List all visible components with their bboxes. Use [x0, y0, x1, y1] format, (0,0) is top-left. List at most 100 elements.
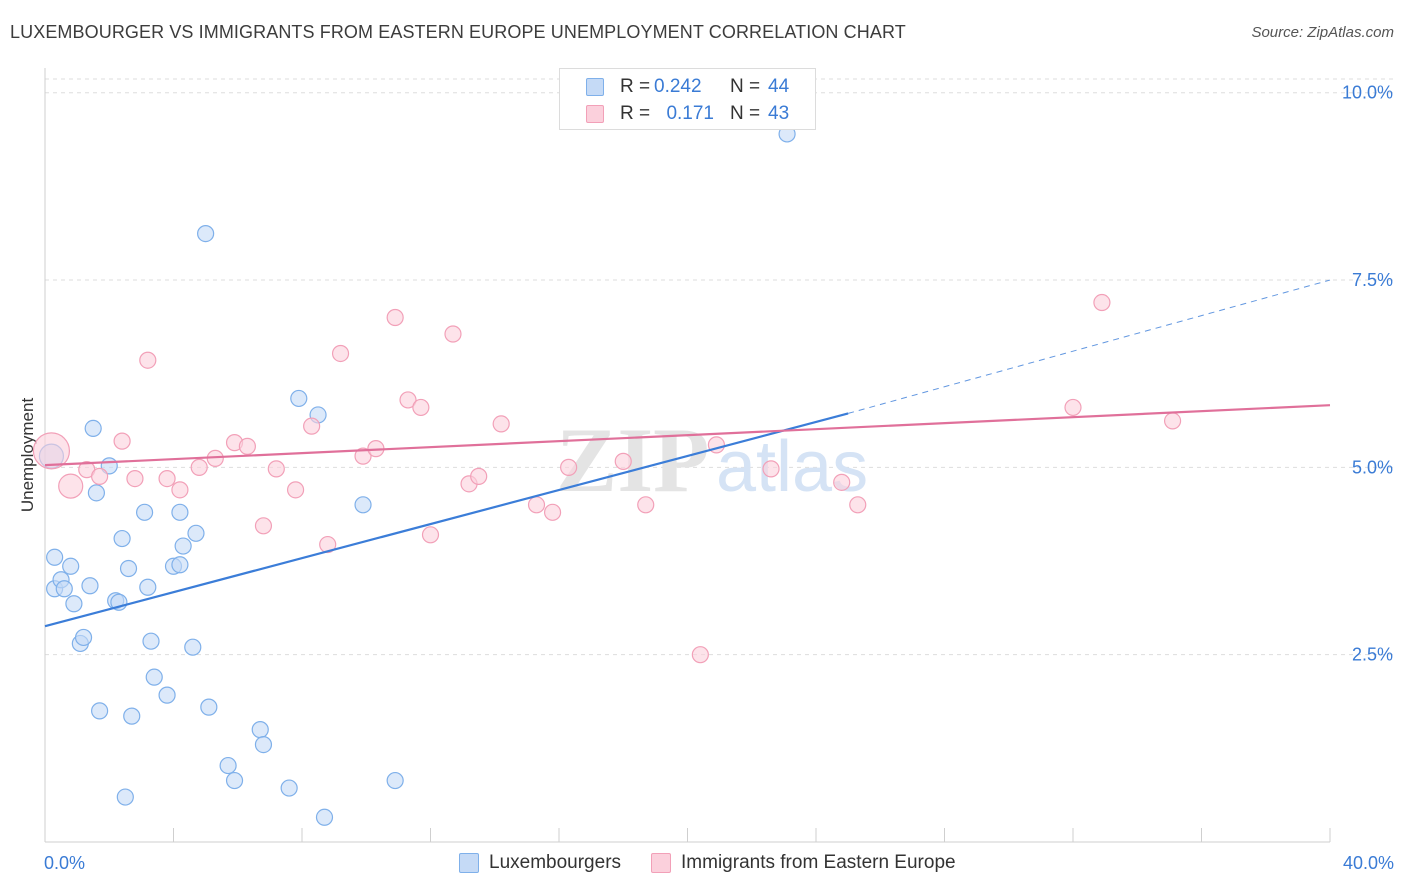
luxembourger-point: [135, 503, 154, 521]
luxembourger-point: [116, 788, 134, 806]
luxembourger-point: [254, 735, 273, 754]
immigrant-point: [1093, 293, 1111, 312]
immigrant-point: [421, 526, 440, 544]
data-points: [32, 106, 1182, 826]
immigrant-point: [386, 308, 404, 327]
legend-swatch-pink: [586, 105, 604, 123]
immigrant-point: [32, 432, 71, 470]
immigrant-point: [190, 458, 208, 476]
y-tick-label: 10.0%: [1342, 83, 1393, 103]
immigrant-point: [139, 351, 157, 369]
watermark: ZIP atlas: [556, 409, 868, 511]
immigrant-point: [319, 535, 337, 554]
immigrant-point: [412, 398, 430, 417]
immigrant-point: [171, 481, 189, 499]
luxembourger-point: [145, 668, 163, 686]
immigrant-point: [126, 470, 144, 488]
luxembourger-point: [219, 756, 237, 775]
y-tick-label: 2.5%: [1352, 645, 1393, 665]
immigrant-point: [254, 517, 273, 535]
luxembourger-point: [200, 698, 218, 716]
luxembourger-point: [123, 707, 141, 725]
immigrant-point: [91, 467, 109, 485]
luxembourger-point: [187, 524, 205, 542]
trend-lines: [44, 279, 1331, 628]
immigrant-point: [158, 470, 176, 488]
immigrant-point: [849, 496, 867, 514]
immigrant-point: [833, 473, 851, 491]
y-tick-label: 7.5%: [1352, 270, 1393, 290]
legend-label: Immigrants from Eastern Europe: [681, 852, 956, 873]
series-legend: Luxembourgers Immigrants from Eastern Eu…: [459, 852, 986, 874]
luxembourger-point: [171, 556, 189, 574]
luxembourger-point: [91, 702, 109, 720]
immigrant-point: [691, 646, 709, 664]
immigrant-point: [762, 460, 780, 478]
luxembourger-point: [46, 548, 64, 566]
stats-legend: R = 0.242 N = 44 R = 0.171 N = 43: [559, 68, 816, 130]
legend-item-immigrants[interactable]: Immigrants from Eastern Europe: [651, 852, 956, 874]
immigrant-point: [267, 460, 285, 478]
luxembourger-point: [280, 779, 298, 797]
luxembourger-point: [87, 484, 106, 502]
gridlines: [45, 78, 1394, 656]
immigrant-point: [1163, 412, 1182, 430]
legend-n-value: 44: [768, 76, 790, 97]
legend-row-luxembourgers: R = 0.242 N = 44: [586, 74, 789, 100]
luxembourger-point: [74, 628, 93, 647]
luxembourger-point: [55, 580, 73, 598]
luxembourger-point: [315, 808, 334, 826]
legend-swatch-pink: [651, 853, 672, 873]
chart-title: LUXEMBOURGER VS IMMIGRANTS FROM EASTERN …: [10, 22, 906, 42]
immigrant-point: [331, 344, 350, 363]
luxembourger-point: [84, 419, 102, 438]
immigrant-trend-line: [44, 404, 1331, 467]
luxembourger-point: [354, 496, 372, 514]
legend-swatch-blue: [459, 853, 479, 873]
luxembourger-point: [65, 595, 83, 613]
immigrant-point: [470, 467, 488, 485]
luxembourger-point: [81, 577, 99, 595]
luxembourger-trend-line: [44, 412, 849, 628]
legend-n-label: N =: [730, 103, 761, 124]
legend-n-label: N =: [730, 76, 761, 97]
immigrant-point: [444, 325, 462, 343]
legend-swatch-blue: [586, 78, 604, 96]
immigrant-point: [527, 496, 546, 514]
immigrant-point: [238, 437, 256, 455]
luxembourger-point: [139, 578, 157, 596]
luxembourger-point: [251, 721, 269, 739]
luxembourger-point: [113, 529, 131, 548]
x-tick-label: 40.0%: [1343, 853, 1394, 873]
luxembourger-point: [142, 632, 160, 650]
luxembourger-point: [184, 638, 202, 656]
watermark-atlas: atlas: [716, 427, 868, 507]
legend-label: Luxembourgers: [489, 852, 622, 873]
luxembourger-trend-extension: [847, 279, 1331, 414]
immigrant-point: [1064, 398, 1082, 417]
legend-row-immigrants: R = 0.171 N = 43: [586, 101, 789, 127]
luxembourger-point: [290, 389, 308, 408]
luxembourger-point: [119, 559, 138, 578]
luxembourger-point: [62, 557, 80, 575]
legend-r-label: R =: [620, 76, 651, 97]
luxembourger-point: [171, 503, 189, 521]
luxembourger-point: [225, 771, 244, 790]
immigrant-point: [303, 417, 321, 435]
legend-n-value: 43: [768, 103, 790, 124]
luxembourger-point: [197, 224, 215, 243]
legend-r-value: 0.242: [654, 76, 702, 97]
y-tick-label: 5.0%: [1352, 457, 1393, 477]
immigrant-point: [399, 391, 417, 409]
luxembourger-point: [158, 686, 176, 704]
immigrant-point: [560, 458, 578, 476]
immigrant-point: [354, 447, 372, 465]
legend-r-value: 0.171: [666, 103, 714, 124]
immigrant-point: [58, 473, 84, 499]
luxembourger-point: [174, 537, 192, 555]
legend-item-luxembourgers[interactable]: Luxembourgers: [459, 852, 621, 874]
luxembourger-point: [386, 771, 404, 790]
legend-r-label: R =: [620, 103, 651, 124]
x-tick-label: 0.0%: [44, 853, 85, 873]
